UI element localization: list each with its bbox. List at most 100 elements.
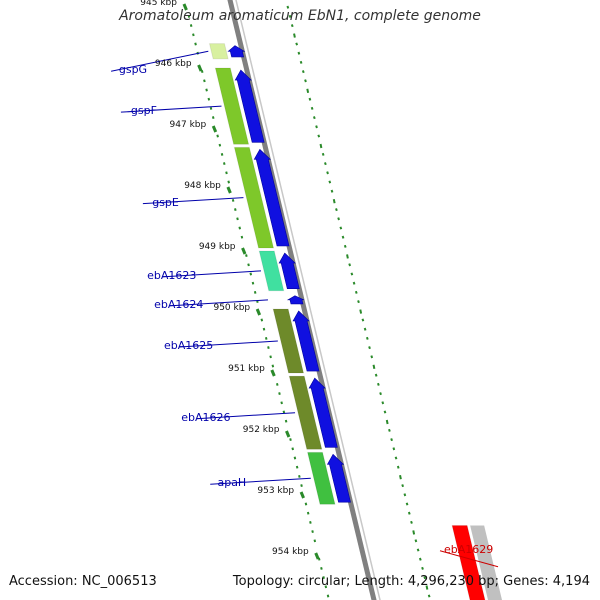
outer-track-dot [405,502,409,506]
leader-line-ebA1626 [196,412,296,420]
inner-track-dot [293,456,297,460]
gene-label-ebA1623[interactable]: ebA1623 [147,268,197,282]
inner-track-dot [289,438,292,442]
inner-track-dot [260,318,264,322]
inner-track-dot [278,392,281,396]
outer-track-dot [339,226,343,230]
gene-arrow-gspF [234,69,265,143]
outer-track-dot [410,520,413,524]
kbp-tick-label: 954 kbp [272,547,309,557]
kbp-tick-mark [314,552,320,560]
outer-track-dot [361,318,365,322]
leader-line-ebA1625 [179,340,278,348]
gene-label-gspG[interactable]: gspG [118,63,148,77]
inner-track-dot [309,520,312,524]
gene-bar-ebA1625 [272,308,305,374]
kbp-tick-mark [285,430,291,438]
gene-label-apaH[interactable]: apaH [217,476,247,490]
leader-line-apaH [210,477,311,485]
kbp-tick-mark [182,3,188,11]
outer-track-dot [354,290,358,294]
outer-track-dot [357,300,360,304]
gene-label-gspF[interactable]: gspF [130,104,157,118]
gene-label-ebA1625[interactable]: ebA1625 [164,339,214,353]
gene-label-gspE[interactable]: gspE [152,195,179,209]
outer-track-dot [368,346,371,350]
outer-track-dot [374,373,378,377]
inner-track-dot [295,465,299,469]
outer-track-dot [290,24,294,28]
kbp-tick-mark [299,491,305,499]
gene-label-ebA1624[interactable]: ebA1624 [154,297,204,311]
leader-line-ebA1629 [439,550,499,568]
kbp-tick-mark [241,247,247,255]
inner-track-dot [234,208,237,212]
outer-track-dot [377,382,380,386]
outer-track-dot [317,134,321,138]
inner-track-dot [298,474,301,478]
outer-track-dot [379,392,382,396]
leader-line-gspF [120,105,222,113]
inner-track-dot [192,33,195,37]
leader-line-gspG [111,50,209,72]
outer-track-dot [293,33,296,38]
kbp-tick-label: 945 kbp [140,0,177,8]
inner-track-dot [253,290,257,294]
gene-arrow-gspE [253,148,290,247]
outer-track-dot [335,208,338,212]
inner-track-dot [311,530,314,534]
outer-track-dot [348,263,352,267]
outer-track-dot [321,152,325,156]
outer-track-dot [306,88,310,93]
inner-track-dot [271,364,275,368]
outer-track-dot [383,410,387,414]
outer-track-dot [330,189,334,193]
gene-arrow-apaH [326,453,351,503]
inner-track-dot [306,511,310,515]
outer-track-dot [363,327,367,331]
outer-track-dot [308,97,312,101]
gene-bar-gspF [214,67,250,145]
outer-track-dot [312,116,316,120]
outer-track-dot [352,281,356,285]
gene-label-ebA1629[interactable]: ebA1629 [444,542,494,556]
inner-track-dot [200,61,201,63]
leader-line-gspE [142,197,244,205]
outer-track-dot [365,336,369,340]
inner-track-dot [264,336,268,340]
inner-track-dot [200,70,204,74]
outer-track-dot [343,244,347,248]
gene-arrow-ebA1625 [292,310,320,372]
kbp-tick-label: 951 kbp [228,364,265,374]
inner-track-dot [238,226,242,230]
kbp-tick-label: 953 kbp [257,486,295,496]
kbp-tick-mark [255,308,262,316]
outer-track-dot [332,199,336,204]
outer-track-dot [427,594,431,598]
outer-track-dot [315,125,318,129]
kbp-tick-mark [226,186,232,194]
inner-track-dot [320,566,323,570]
inner-track-dot [291,447,294,451]
inner-track-dot [187,14,191,18]
outer-track-dot [392,447,396,451]
outer-track-dot [416,548,420,552]
inner-track-dot [300,484,303,488]
inner-track-dot [225,171,228,175]
kbp-tick-mark [270,369,276,377]
inner-track-dot [205,88,208,92]
gene-arrow-gspG [227,45,246,58]
kbp-tick-label: 948 kbp [184,181,221,191]
inner-track-dot [313,539,317,543]
outer-track-dot [381,401,385,405]
gene-label-ebA1626[interactable]: ebA1626 [181,410,231,424]
kbp-tick-label: 946 kbp [154,59,192,69]
outer-track-dot [385,419,389,425]
outer-track-dot [304,79,307,83]
inner-track-dot [249,272,253,276]
inner-track-dot [231,198,235,202]
gene-arrow-ebA1626 [308,377,338,448]
inner-track-dot [194,42,197,46]
inner-track-dot [211,116,215,120]
leader-line-ebA1623 [162,270,262,278]
